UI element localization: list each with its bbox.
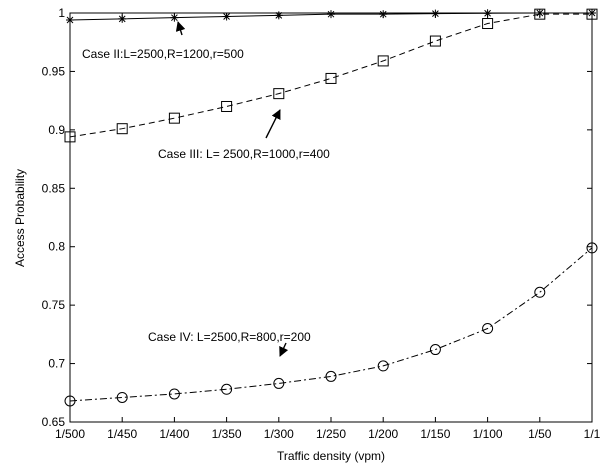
series-layer	[64, 8, 598, 407]
annotation-case-ii: Case II:L=2500,R=1200,r=500	[82, 47, 244, 61]
x-tick-label: 1/250	[316, 427, 346, 441]
x-tick-label: 1/450	[107, 427, 137, 441]
data-point-square	[429, 35, 441, 47]
data-point-square	[64, 131, 76, 143]
x-tick-label: 1/50	[528, 427, 552, 441]
data-point-circle	[586, 242, 598, 254]
data-point-star	[66, 16, 74, 25]
y-axis-label: Access Probability	[13, 169, 27, 267]
annotation-layer: Case II:L=2500,R=1200,r=500 Case III: L=…	[82, 21, 330, 357]
annotation-case-iii: Case III: L= 2500,R=1000,r=400	[158, 147, 330, 161]
annotation-arrow-case-ii	[175, 21, 186, 36]
y-tick-label: 0.7	[48, 357, 65, 371]
annotation-arrow-case-iv	[279, 342, 289, 357]
x-tick-label: 1/400	[159, 427, 189, 441]
data-point-circle	[64, 395, 76, 407]
data-point-star	[222, 12, 231, 21]
data-point-star	[535, 9, 544, 17]
data-point-circle	[429, 344, 441, 356]
x-tick-label: 1/1	[584, 427, 601, 441]
x-tick-label: 1/350	[212, 427, 242, 441]
x-tick-label: 1/100	[473, 427, 503, 441]
series-circle	[64, 242, 598, 407]
y-tick-label: 0.75	[42, 298, 66, 312]
data-point-square	[482, 18, 494, 30]
x-tick-label: 1/300	[264, 427, 294, 441]
data-point-square	[534, 8, 546, 20]
data-point-star	[118, 14, 127, 23]
plot-area	[69, 12, 593, 423]
x-tick-label: 1/150	[420, 427, 450, 441]
y-tick-label: 0.95	[42, 64, 66, 78]
x-tick-label: 1/500	[55, 427, 85, 441]
x-axis: 1/500 1/450 1/400 1/350 1/300 1/250 1/200 1/150…	[55, 13, 601, 441]
data-point-circle	[273, 377, 285, 389]
data-point-circle	[534, 286, 546, 298]
data-point-star	[274, 11, 283, 20]
data-point-square	[116, 123, 128, 135]
data-point-star	[431, 9, 440, 18]
annotation-arrow-case-iii	[265, 109, 281, 139]
series-line	[69, 13, 592, 138]
x-tick-label: 1/200	[368, 427, 398, 441]
annotation-case-iv: Case IV: L=2500,R=800,r=200	[148, 330, 311, 344]
data-point-square	[221, 100, 233, 112]
data-point-circle	[482, 323, 494, 335]
data-point-star	[483, 9, 492, 18]
x-axis-label: Traffic density (vpm)	[277, 449, 385, 463]
y-tick-label: 1	[58, 6, 65, 20]
data-point-star	[327, 10, 335, 19]
data-point-star	[170, 13, 179, 22]
data-point-square	[377, 55, 389, 67]
data-point-square	[273, 88, 285, 100]
data-point-star	[588, 9, 596, 17]
data-point-star	[379, 10, 388, 19]
y-tick-label: 0.65	[42, 415, 66, 429]
y-tick-label: 0.9	[48, 123, 65, 137]
y-tick-label: 0.85	[42, 181, 66, 195]
data-point-square	[586, 8, 598, 20]
data-point-circle	[377, 360, 389, 372]
series-square	[64, 8, 598, 143]
data-point-square	[168, 112, 180, 124]
data-point-circle	[116, 391, 128, 403]
data-point-square	[325, 72, 337, 84]
y-tick-label: 0.8	[48, 240, 65, 254]
data-point-circle	[221, 383, 233, 395]
y-axis: 0.65 0.7 0.75 0.8 0.85 0.9 0.95 1	[42, 6, 592, 429]
data-point-circle	[168, 388, 180, 400]
data-point-circle	[325, 370, 337, 382]
series-star	[66, 9, 596, 25]
